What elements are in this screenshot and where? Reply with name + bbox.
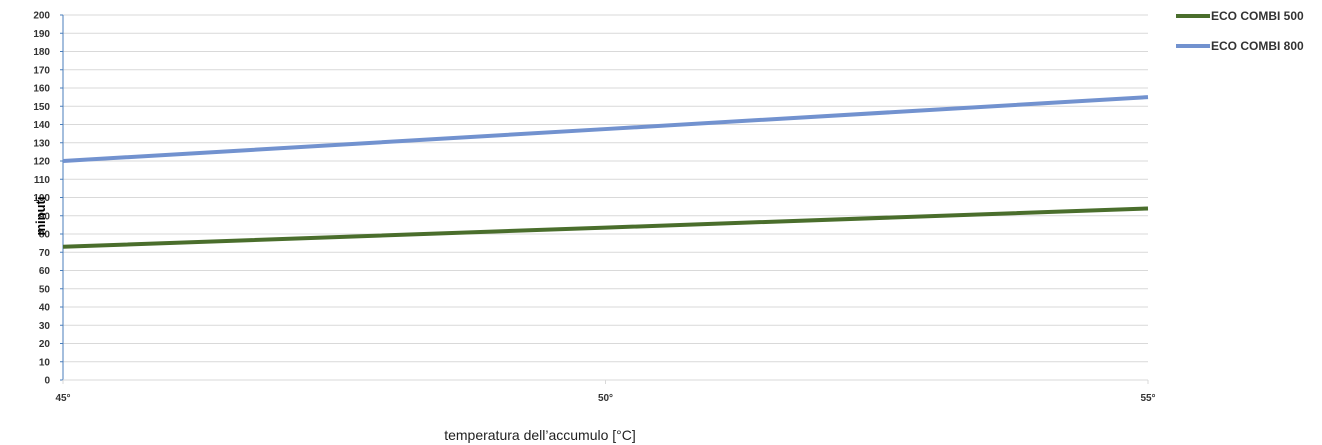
legend-label-0: ECO COMBI 500 <box>1211 9 1304 23</box>
y-tick-label: 50 <box>39 284 51 295</box>
y-tick-label: 140 <box>33 120 50 131</box>
y-tick-label: 130 <box>33 138 50 149</box>
y-tick-label: 190 <box>33 29 50 40</box>
y-tick-label: 70 <box>39 248 51 259</box>
x-tick-label: 50° <box>598 393 613 404</box>
y-tick-label: 150 <box>33 102 50 113</box>
legend-item-1: ECO COMBI 800 <box>1176 39 1304 53</box>
y-tick-label: 200 <box>33 11 50 22</box>
y-tick-label: 100 <box>33 193 50 204</box>
y-tick-label: 30 <box>39 321 51 332</box>
y-tick-labels: 0 10 20 30 40 50 60 70 80 90 100 110 120 130 140 150 160… <box>33 11 50 387</box>
y-tick-label: 60 <box>39 266 51 277</box>
legend-label-1: ECO COMBI 800 <box>1211 39 1304 53</box>
gridlines <box>63 14 1148 363</box>
x-tick-labels: 45° 50° 55° <box>55 393 1155 404</box>
y-tick-label: 180 <box>33 47 50 58</box>
y-tick-label: 20 <box>39 339 51 350</box>
axes <box>60 14 1149 384</box>
y-tick-label: 90 <box>39 211 51 222</box>
x-tick-label: 45° <box>55 393 70 404</box>
y-tick-label: 110 <box>34 175 51 186</box>
x-axis-label: temperatura dell’accumulo [°C] <box>444 427 636 443</box>
y-tick-label: 80 <box>39 230 51 241</box>
y-axis-label: minuti <box>33 197 48 236</box>
legend: ECO COMBI 500 ECO COMBI 800 <box>1176 9 1304 53</box>
y-tick-label: 120 <box>33 157 50 168</box>
x-tick-label: 55° <box>1140 393 1155 404</box>
y-tick-label: 170 <box>33 65 50 76</box>
y-tick-label: 40 <box>39 303 51 314</box>
legend-item-0: ECO COMBI 500 <box>1176 9 1304 23</box>
y-tick-label: 160 <box>33 84 50 95</box>
series-lines <box>62 95 1149 249</box>
y-tick-label: 10 <box>39 357 51 368</box>
y-tick-label: 0 <box>44 376 50 387</box>
